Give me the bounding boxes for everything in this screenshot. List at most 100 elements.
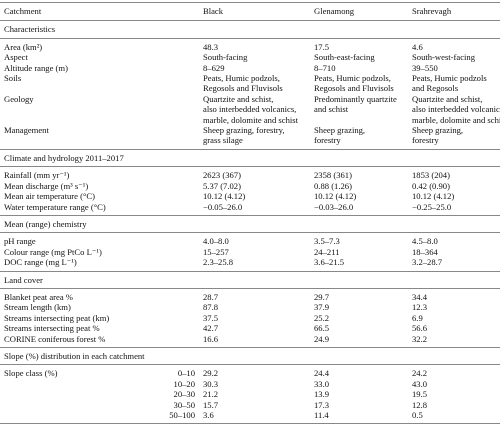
row-label: Geology [0,94,199,125]
cell-line: grass silage [203,135,243,146]
value-cell: South-east-facing [310,52,408,62]
row-label: CORINE coniferous forest % [0,334,199,348]
table-row: Streams intersecting peat % 42.7 66.5 56.6 [0,323,500,333]
value-cell: 15.7 [199,400,310,410]
table-row: Area (km²) 48.3 17.5 4.6 [0,38,500,52]
value-cell: 39–550 [408,63,500,73]
section-title: Slope (%) distribution in each catchment [0,346,500,366]
value-cell: 32.2 [408,334,500,348]
value-cell: 19.5 [408,389,500,399]
cell-text: 2623 (367) [203,170,241,181]
cell-text: DOC range (mg L⁻¹) [4,257,77,268]
row-label: Aspect [0,52,199,62]
cell-text: Rainfall (mm yr⁻¹) [4,170,70,181]
cell-text: 48.3 [203,41,219,52]
cell-text: Blanket peat area % [4,291,73,302]
cell-text: −0.25–25.0 [412,201,452,212]
table-row: Slope class (%) 0–10 29.2 24.4 24.2 [0,365,500,379]
value-cell: 29.2 [199,365,310,379]
value-cell: Predominantly quartzite and schist [310,94,408,125]
cell-text: Streams intersecting peat (km) [4,312,110,323]
cell-text: 37.9 [314,302,330,313]
cell-text: 13.9 [314,389,330,400]
header-cell: Catchment [0,1,199,22]
row-label: Mean discharge (m³ s⁻¹) [0,181,199,191]
row-label: Streams intersecting peat (km) [0,313,199,323]
row-label: Colour range (mg PtCo L⁻¹) [0,247,199,257]
cell-text: 10.12 (4.12) [314,191,357,202]
row-label: Water temperature range (°C) [0,202,199,216]
value-cell: 0.88 (1.26) [310,181,408,191]
value-cell: 3.6 [199,410,310,425]
value-cell: 11.4 [310,410,408,425]
sub-label: 50–100 [169,410,195,420]
section-row: Climate and hydrology 2011–2017 [0,148,500,168]
value-cell: 2623 (367) [199,167,310,181]
cell-text: 1853 (204) [412,170,450,181]
cell-text: 24–211 [314,246,340,257]
value-cell: 13.9 [310,389,408,399]
value-cell: 2.3–25.8 [199,257,310,271]
value-cell: −0.05–26.0 [199,202,310,216]
value-cell: 30.3 [199,379,310,389]
cell-text: pH range [4,236,36,247]
table-row: CORINE coniferous forest % 16.6 24.9 32.2 [0,334,500,348]
cell-text: 29.2 [203,368,219,379]
section-row: Land cover [0,270,500,289]
table-row: 20–30 21.2 13.9 19.5 [0,389,500,399]
cell-text: Streams intersecting peat % [4,323,100,334]
value-cell: 4.6 [408,38,500,52]
cell-text: 25.2 [314,312,330,323]
cell-text: 0–10 [177,368,195,379]
cell-text: Aspect [4,52,28,63]
cell-text: 3.6–21.5 [314,257,345,268]
row-label: 10–20 [0,379,199,389]
row-label: Mean air temperature (°C) [0,191,199,201]
table-row: Management Sheep grazing, forestry, grass … [0,125,500,149]
value-cell: 8–710 [310,63,408,73]
value-cell: 0.5 [408,410,500,425]
cell-line: marble, dolomite and schist [203,114,298,125]
cell-text: 4.5–8.0 [412,236,438,247]
section-row: Slope (%) distribution in each catchment [0,346,500,366]
sub-label: 30–50 [174,400,195,410]
label-text: Slope class (%) [4,368,57,378]
value-cell: 5.37 (7.02) [199,181,310,191]
value-cell: 24.2 [408,365,500,379]
value-cell: 43.0 [408,379,500,389]
cell-text: 28.7 [203,291,219,302]
value-cell: 4.0–8.0 [199,233,310,247]
cell-text: Soils [4,73,22,84]
value-cell: Peats, Humic podzols, Regosols and Fluvis… [310,73,408,94]
value-cell: 16.6 [199,334,310,348]
cell-line: marble, dolomite and schist [412,114,500,125]
header-cell: Glenamong [310,1,408,22]
cell-text: −0.05–26.0 [203,201,243,212]
value-cell: 48.3 [199,38,310,52]
header-row: Catchment Black Glenamong Srahrevagh [0,1,500,22]
cell-line: Predominantly quartzite [314,93,397,104]
row-label: Management [0,125,199,149]
value-cell: 10.12 (4.12) [408,191,500,201]
header-cell: Srahrevagh [408,1,500,22]
cell-text: 11.4 [314,410,329,420]
cell-text: 32.2 [412,333,428,344]
table-row: Mean discharge (m³ s⁻¹) 5.37 (7.02) 0.88 (… [0,181,500,191]
value-cell: −0.03–26.0 [310,202,408,216]
cell-text: Management [4,125,49,136]
value-cell: 24.4 [310,365,408,379]
sub-label: 20–30 [174,389,195,399]
value-cell: 37.9 [310,302,408,312]
table-row: Soils Peats, Humic podzols, Regosols and F… [0,73,500,94]
cell-text: Water temperature range (°C) [4,201,106,212]
cell-text: South-facing [203,52,248,63]
value-cell: 29.7 [310,288,408,302]
cell-line: also interbedded volcanics, [203,104,297,115]
cell-line: and schist [314,104,349,115]
cell-text: 15.7 [203,399,219,410]
value-cell: 34.4 [408,288,500,302]
value-cell: 24–211 [310,247,408,257]
cell-line: Sheep grazing, forestry, [203,125,285,136]
cell-line: Regosols and Fluvisols [203,83,283,94]
value-cell: 17.5 [310,38,408,52]
